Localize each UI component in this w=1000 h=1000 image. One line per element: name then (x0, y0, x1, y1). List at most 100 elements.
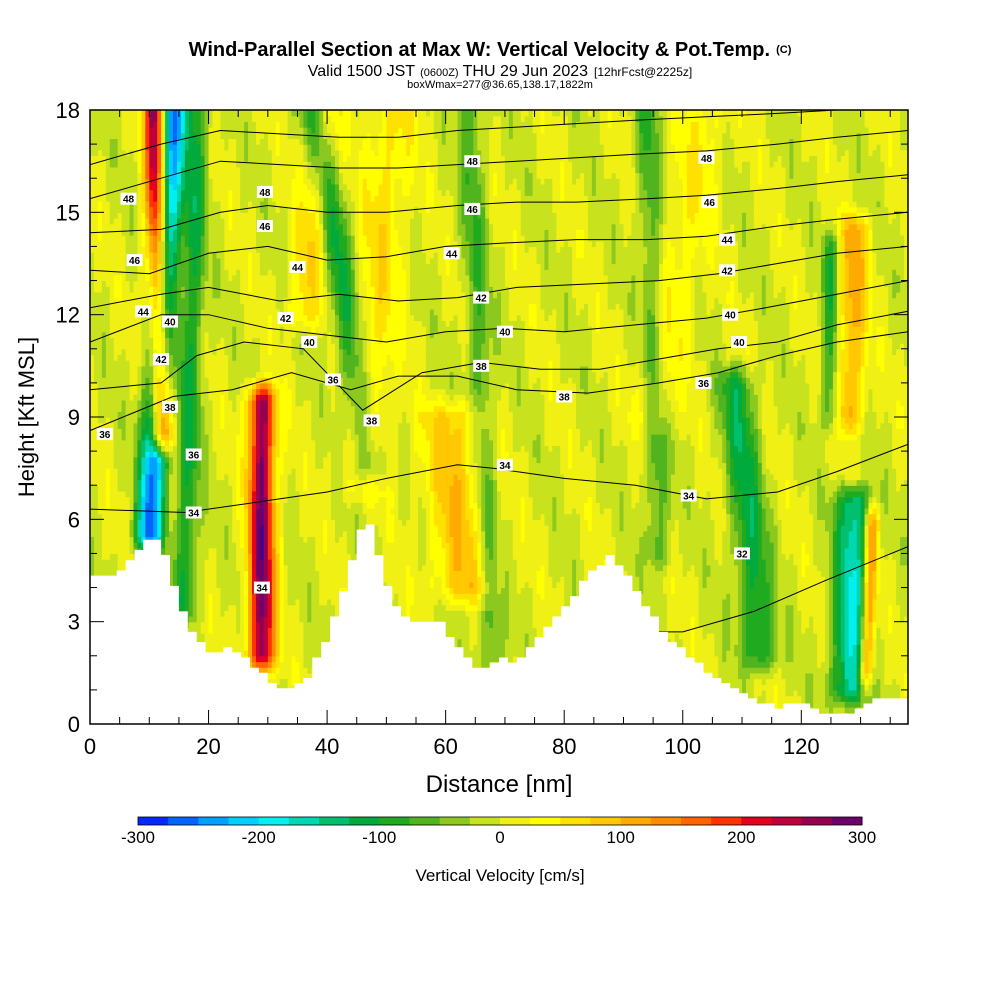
chart-subtitle-2: boxWmax=277@36.65,138.17,1822m (407, 79, 593, 91)
velocity-cell (169, 581, 174, 589)
velocity-cell (769, 610, 775, 617)
velocity-cell (797, 615, 802, 623)
velocity-cell (678, 598, 684, 606)
velocity-cell (781, 627, 787, 634)
velocity-cell (789, 644, 794, 651)
velocity-cell (453, 610, 459, 617)
velocity-cell (473, 587, 478, 594)
velocity-cell (228, 598, 233, 606)
velocity-cell (852, 593, 858, 600)
velocity-cell (319, 633, 324, 640)
velocity-cell (524, 587, 530, 594)
velocity-cell (410, 593, 415, 600)
velocity-cell (710, 604, 715, 611)
velocity-cell (453, 638, 459, 646)
velocity-cell (279, 672, 285, 680)
velocity-cell (437, 604, 443, 611)
velocity-cell (848, 587, 854, 594)
velocity-cell (465, 615, 470, 623)
velocity-cell (738, 638, 743, 646)
velocity-cell (848, 661, 854, 668)
velocity-cell (769, 661, 775, 668)
velocity-cell (860, 684, 866, 691)
velocity-cell (856, 621, 862, 628)
velocity-cell (532, 604, 538, 611)
velocity-cell (856, 650, 862, 657)
velocity-cell (828, 701, 834, 708)
velocity-cell (414, 604, 419, 611)
velocity-cell (200, 638, 206, 646)
velocity-cell (868, 684, 874, 691)
vertical-velocity-field (90, 110, 908, 724)
velocity-cell (797, 593, 802, 600)
velocity-cell (682, 633, 688, 640)
velocity-cell (469, 633, 474, 640)
velocity-cell (864, 678, 870, 685)
velocity-cell (532, 615, 538, 623)
velocity-cell (303, 627, 308, 634)
velocity-cell (785, 684, 791, 691)
velocity-cell (773, 633, 779, 640)
velocity-cell (299, 615, 304, 623)
velocity-cell (283, 621, 289, 628)
velocity-cell (801, 598, 806, 606)
velocity-cell (220, 644, 225, 651)
velocity-cell (449, 593, 455, 600)
velocity-cell (734, 621, 739, 628)
velocity-cell (745, 655, 751, 663)
velocity-cell (508, 593, 514, 600)
velocity-cell (477, 621, 482, 628)
velocity-cell (666, 638, 672, 646)
velocity-cell (710, 587, 715, 594)
velocity-cell (548, 615, 553, 623)
velocity-cell (311, 610, 316, 617)
velocity-cell (781, 650, 787, 657)
velocity-cell (844, 684, 850, 691)
velocity-cell (216, 627, 221, 634)
velocity-cell (745, 604, 751, 611)
velocity-cell (204, 598, 210, 606)
velocity-cell (682, 604, 688, 611)
velocity-cell (449, 615, 455, 623)
velocity-cell (295, 650, 301, 657)
velocity-cell (323, 598, 328, 606)
velocity-cell (844, 706, 850, 714)
velocity-cell (734, 661, 739, 668)
velocity-cell (726, 627, 731, 634)
velocity-cell (271, 587, 277, 594)
velocity-cell (801, 678, 806, 685)
velocity-cell (674, 615, 680, 623)
velocity-cell (252, 633, 257, 640)
velocity-cell (852, 604, 858, 611)
velocity-cell (880, 604, 885, 611)
velocity-cell (836, 644, 842, 651)
velocity-cell (876, 598, 881, 606)
velocity-cell (872, 684, 877, 691)
velocity-cell (663, 627, 668, 634)
velocity-cell (433, 587, 439, 594)
velocity-cell (240, 610, 245, 617)
velocity-cell (896, 598, 901, 606)
velocity-cell (860, 633, 866, 640)
velocity-cell (904, 644, 908, 651)
velocity-cell (216, 593, 221, 600)
velocity-cell (761, 621, 767, 628)
velocity-cell (753, 593, 759, 600)
velocity-cell (449, 621, 455, 628)
velocity-cell (275, 667, 281, 674)
velocity-cell (706, 598, 712, 606)
velocity-cell (319, 604, 324, 611)
velocity-cell (390, 587, 395, 594)
velocity-cell (674, 627, 680, 634)
velocity-cell (888, 644, 893, 651)
velocity-cell (204, 587, 210, 594)
velocity-cell (469, 621, 474, 628)
velocity-cell (686, 650, 692, 657)
velocity-cell (489, 621, 494, 628)
velocity-cell (674, 587, 680, 594)
velocity-cell (896, 650, 901, 657)
velocity-cell (714, 667, 719, 674)
velocity-cell (892, 684, 897, 691)
velocity-cell (848, 695, 854, 702)
velocity-cell (777, 621, 783, 628)
